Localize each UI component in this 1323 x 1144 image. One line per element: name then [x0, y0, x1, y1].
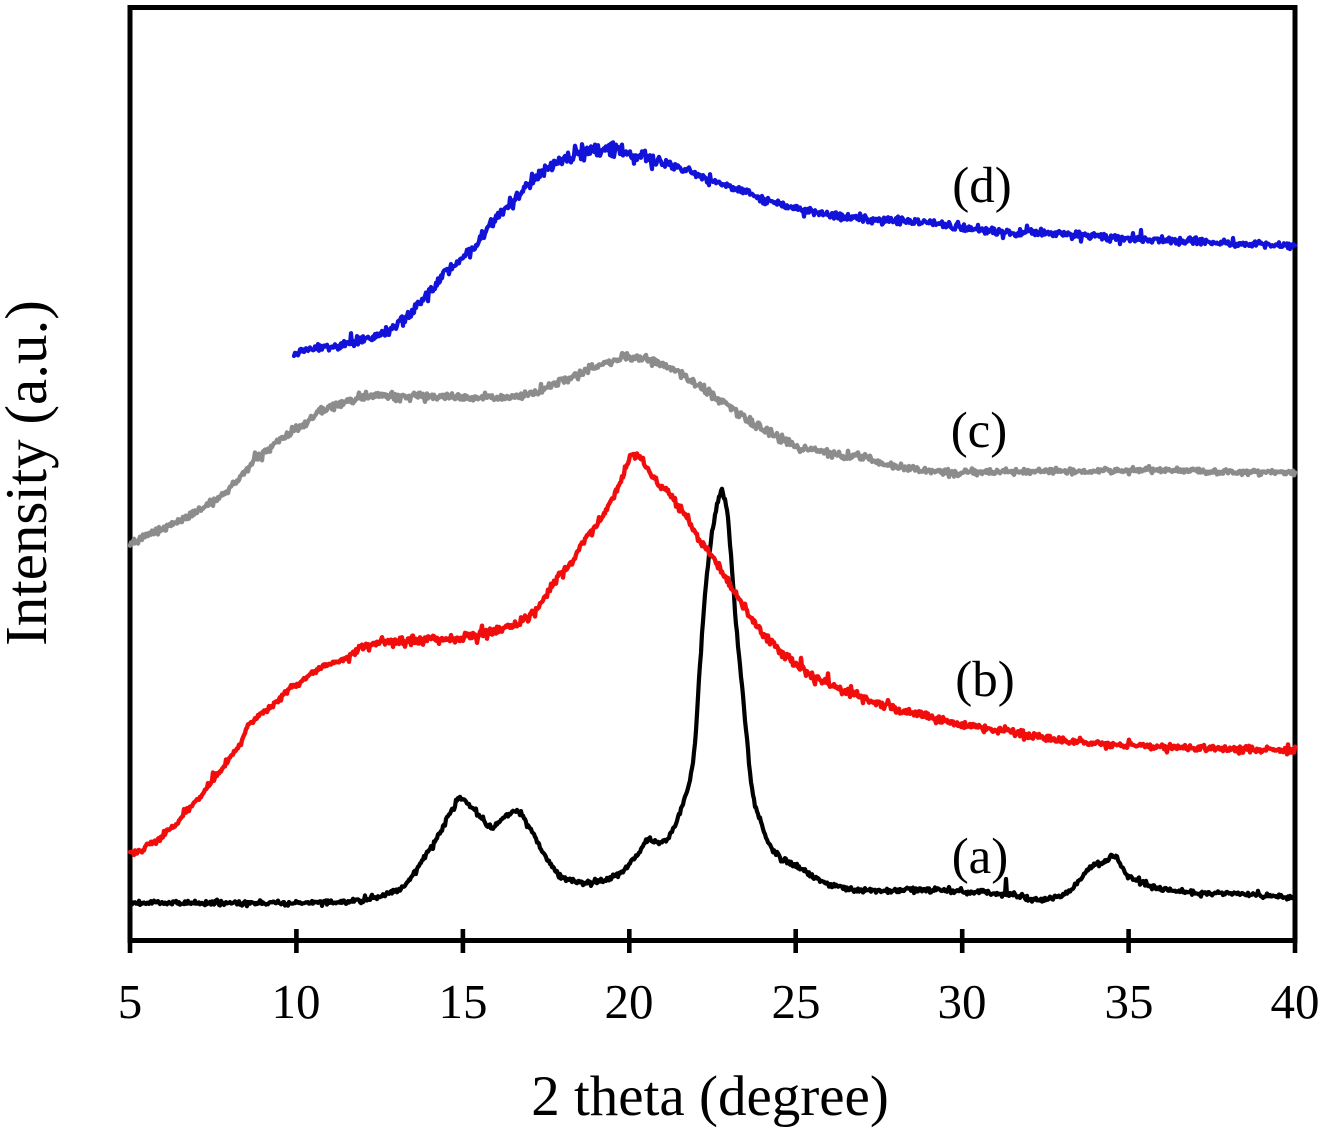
svg-text:(c): (c): [951, 403, 1008, 459]
svg-text:(b): (b): [955, 652, 1014, 708]
svg-text:15: 15: [439, 974, 488, 1029]
svg-text:2 theta (degree): 2 theta (degree): [531, 1065, 889, 1128]
svg-text:25: 25: [772, 974, 821, 1029]
svg-text:35: 35: [1105, 974, 1154, 1029]
svg-text:30: 30: [938, 974, 987, 1029]
svg-text:(a): (a): [952, 829, 1009, 885]
svg-text:40: 40: [1271, 974, 1320, 1029]
svg-text:(d): (d): [952, 158, 1011, 214]
svg-text:5: 5: [118, 974, 143, 1029]
svg-text:10: 10: [272, 974, 321, 1029]
svg-text:Intensity (a.u.): Intensity (a.u.): [0, 300, 59, 646]
svg-text:20: 20: [605, 974, 654, 1029]
